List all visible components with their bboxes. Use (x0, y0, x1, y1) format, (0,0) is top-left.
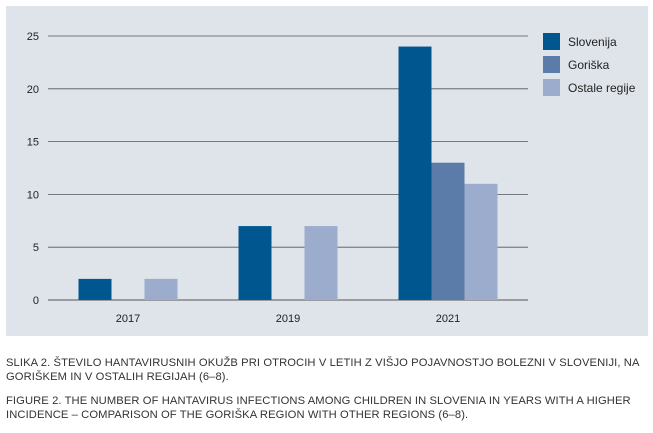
bars (78, 46, 498, 301)
x-axis-ticks: 2017 2019 2021 (116, 313, 460, 325)
y-axis-ticks: 0 5 10 15 20 25 (27, 31, 39, 307)
y-tick-label: 10 (27, 189, 39, 201)
y-tick-label: 5 (33, 242, 39, 254)
bar-slovenija-2017 (78, 278, 112, 300)
legend-swatch (543, 56, 560, 73)
caption-slovene: SLIKA 2. ŠTEVILO HANTAVIRUSNIH OKUŽB PRI… (6, 357, 639, 383)
legend-label: Ostale regije (568, 81, 636, 95)
y-tick-label: 0 (33, 295, 39, 307)
y-tick-label: 25 (27, 31, 39, 43)
bar-ostale-regije-2017 (144, 278, 178, 300)
bar-slovenija-2019 (238, 226, 272, 300)
legend-label: Slovenija (568, 35, 617, 49)
legend-swatch (543, 33, 560, 50)
x-tick-label: 2021 (436, 313, 460, 325)
bar-chart: 0 5 10 15 20 25 2017 2019 2021 Slovenija Goriška… (27, 31, 636, 325)
caption-english: FIGURE 2. THE NUMBER OF HANTAVIRUS INFEC… (6, 395, 631, 421)
x-tick-label: 2019 (276, 313, 300, 325)
bar-ostale-regije-2021 (464, 183, 498, 300)
legend: Slovenija Goriška Ostale regije (543, 33, 636, 96)
bar-slovenija-2021 (398, 46, 432, 301)
legend-swatch (543, 79, 560, 96)
bar-gori-ka-2021 (431, 162, 465, 300)
y-tick-label: 15 (27, 137, 39, 149)
legend-label: Goriška (568, 58, 610, 72)
chart-panel: 0 5 10 15 20 25 2017 2019 2021 Slovenija Goriška… (6, 6, 648, 336)
bar-ostale-regije-2019 (304, 226, 338, 300)
y-tick-label: 20 (27, 84, 39, 96)
x-tick-label: 2017 (116, 313, 140, 325)
